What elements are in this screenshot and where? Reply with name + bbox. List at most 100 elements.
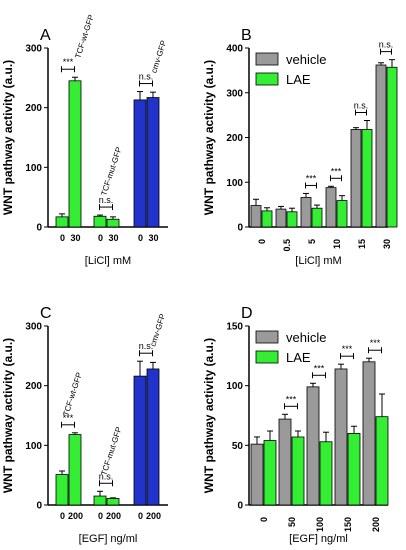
legend-label-vehicle: vehicle [286,52,326,67]
bar-tcf-mut-gfp-200 [106,498,120,506]
x-tick-label: 0 [138,511,143,521]
bar-vehicle-0.5 [275,208,287,228]
y-tick-label: 0 [237,223,243,234]
x-tick-label: 0 [60,233,65,243]
legend-swatch-vehicle [255,330,279,344]
x-tick-label: 200 [371,517,381,532]
significance-label: *** [63,413,74,423]
group-label: TCF-wt-GFP [61,371,84,417]
y-tick-label: 0 [36,223,42,234]
x-tick-label: 0 [257,239,267,244]
legend-swatch-vehicle [255,52,279,66]
y-tick-label: 400 [226,44,243,55]
x-tick-label: 10 [332,239,342,249]
x-tick-label: 15 [357,239,367,249]
bar-lae-5 [311,207,323,228]
y-tick-label: 200 [25,381,42,392]
panel-c-chart: C 0 100 200 300 WNT pathway activity (a.u.) [E… [1,305,168,545]
legend-label-lae: LAE [286,350,311,365]
y-tick-label: 300 [226,88,243,99]
bar-lae-100 [319,441,333,506]
panel-letter: A [40,27,51,44]
y-tick-label: 50 [232,441,244,452]
panel-letter: C [40,305,52,322]
bar-tcf-wt-gfp-0 [55,474,69,506]
x-tick-label: 0 [98,511,103,521]
significance-label: *** [331,166,342,176]
group-label: cmv-GFP [148,313,167,348]
bar-tcf-mut-gfp-0 [93,495,107,506]
bar-lae-0 [261,210,273,228]
x-tick-label: 200 [146,511,161,521]
bar-cmv-gfp-0 [133,99,147,228]
x-axis-title: [LiCl] mM [295,255,341,267]
bar-tcf-wt-gfp-30 [68,80,82,228]
bar-vehicle-200 [362,361,376,506]
x-tick-label: 30 [148,233,158,243]
significance-label: n.s. [99,195,114,205]
y-tick-label: 200 [226,133,243,144]
y-axis-title: WNT pathway activity (a.u.) [202,60,216,215]
panel-letter: D [241,305,253,322]
bar-cmv-gfp-30 [146,97,160,228]
significance-label: n.s. [354,100,369,110]
significance-label: *** [370,338,381,348]
bar-vehicle-50 [278,418,292,506]
x-tick-label: 0.5 [282,239,292,252]
bar-vehicle-100 [306,386,320,506]
y-tick-label: 100 [25,441,42,452]
legend-label-lae: LAE [286,72,311,87]
y-tick-label: 100 [226,178,243,189]
bar-vehicle-30 [375,64,387,228]
bar-vehicle-0 [250,443,264,506]
bar-cmv-gfp-0 [133,375,147,506]
group-label: cmv-GFP [149,39,168,74]
x-tick-label: 30 [70,233,80,243]
group-label: TCF-mut-GFP [99,426,123,477]
bar-vehicle-10 [325,187,337,228]
bar-lae-0 [263,440,277,506]
panel-d-chart: D 0 50 100 150 WNT pathway activity (a.u.) [EG… [202,305,389,545]
bar-cmv-gfp-200 [146,368,160,506]
x-tick-label: 0 [60,511,65,521]
x-tick-label: 30 [382,239,392,249]
significance-label: n.s. [139,72,154,82]
y-tick-label: 150 [226,322,243,333]
bar-tcf-mut-gfp-30 [106,218,120,228]
y-tick-label: 0 [237,501,243,512]
x-axis-title: [EGF] ng/ml [79,533,138,545]
significance-label: n.s. [99,471,114,481]
significance-label: n.s. [379,40,394,50]
x-tick-label: 0 [98,233,103,243]
x-tick-label: 150 [343,517,353,532]
y-tick-label: 100 [226,381,243,392]
significance-label: *** [342,344,353,354]
legend-label-vehicle: vehicle [286,330,326,345]
bar-lae-30 [386,66,398,228]
bar-tcf-wt-gfp-200 [68,434,82,506]
group-label: TCF-wt-GFP [73,14,96,60]
x-tick-label: 0 [138,233,143,243]
y-tick-label: 300 [25,322,42,333]
bar-lae-50 [291,436,305,506]
significance-label: *** [286,394,297,404]
x-tick-label: 50 [287,517,297,527]
x-axis-title: [LiCl] mM [85,255,131,267]
y-tick-label: 200 [25,103,42,114]
bar-lae-200 [375,416,389,506]
significance-label: n.s. [139,341,154,351]
bar-lae-0.5 [286,211,298,228]
significance-label: *** [63,57,74,67]
bar-vehicle-150 [334,368,348,506]
bar-vehicle-0 [250,205,262,228]
bar-tcf-wt-gfp-0 [55,216,69,228]
x-axis-title: [EGF] ng/ml [289,533,348,545]
y-tick-label: 300 [25,44,42,55]
group-label: TCF-mut-GFP [99,146,123,197]
x-tick-label: 200 [106,511,121,521]
significance-label: *** [306,173,317,183]
x-tick-label: 0 [259,517,269,522]
